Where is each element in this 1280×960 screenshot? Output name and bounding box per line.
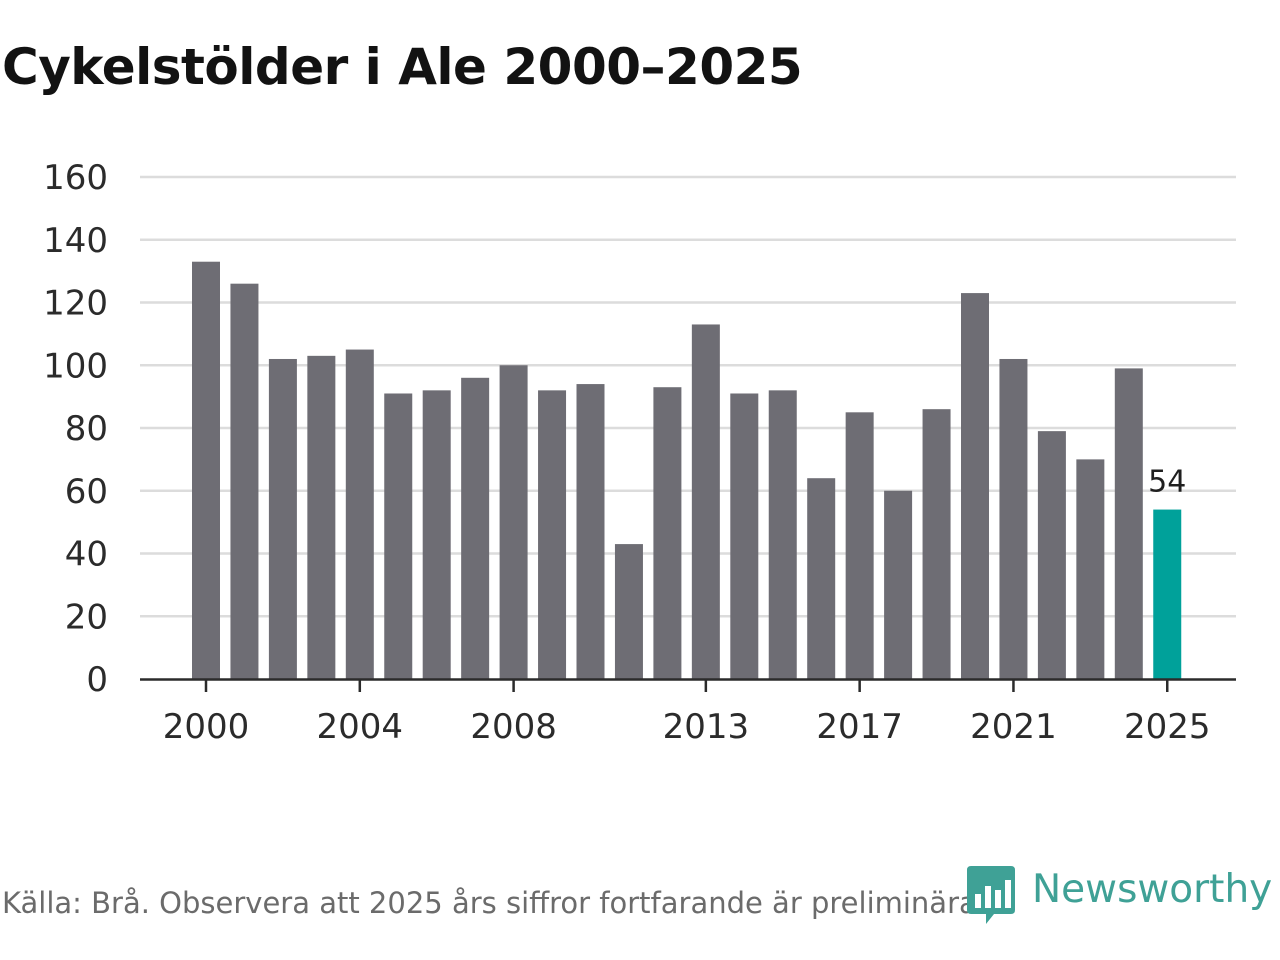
bar-2008 (499, 365, 528, 679)
bar-2023 (1076, 459, 1105, 680)
bar-2014 (730, 393, 759, 679)
bar-2018 (884, 490, 913, 679)
y-tick-label: 120 (43, 284, 108, 324)
bar-2007 (461, 377, 490, 679)
bar-2005 (384, 393, 413, 679)
y-tick-label: 60 (65, 472, 108, 512)
y-tick-label: 100 (43, 346, 108, 386)
bar-2003 (307, 355, 336, 679)
bar-2017 (845, 412, 874, 679)
bar-2002 (268, 358, 297, 679)
bar-2004 (345, 349, 374, 679)
bar-2021 (999, 358, 1028, 679)
bar-2000 (192, 261, 220, 679)
axes (140, 678, 1236, 692)
labels: 0 20 40 60 80 100 120 140 160 2000 2004 2008 2013 201… (43, 158, 1210, 747)
y-tick-label: 0 (86, 660, 108, 700)
bar-2019 (922, 409, 951, 679)
x-tick-label: 2017 (816, 707, 903, 747)
bar-2013 (691, 324, 720, 679)
data-label-2025: 54 (1148, 465, 1186, 500)
y-tick-label: 140 (43, 221, 108, 261)
bar-2020 (961, 293, 989, 679)
bar-2024 (1114, 368, 1143, 679)
x-tick-label: 2008 (470, 707, 557, 747)
bar-2001 (230, 283, 259, 679)
x-tick-label: 2021 (970, 707, 1057, 747)
gridlines (140, 175, 1236, 618)
bar-2016 (807, 478, 836, 679)
chart-title: Cykelstölder i Ale 2000–2025 (2, 38, 803, 96)
y-tick-label: 40 (65, 535, 108, 575)
bars (192, 261, 1182, 680)
bar-2006 (422, 390, 451, 679)
bar-2010 (576, 384, 605, 679)
y-tick-label: 160 (43, 158, 108, 198)
bar-2011 (614, 544, 643, 679)
newsworthy-logo-icon (967, 866, 1015, 924)
y-tick-label: 80 (65, 409, 108, 449)
x-tick-label: 2025 (1124, 707, 1211, 747)
brand-logo[interactable]: Newsworthy (966, 864, 1272, 926)
bar-2012 (653, 387, 682, 679)
bar-2022 (1037, 431, 1066, 679)
bar-2009 (538, 390, 567, 679)
source-note: Källa: Brå. Observera att 2025 års siffr… (2, 886, 986, 920)
bar-2025 (1153, 509, 1182, 679)
x-tick-label: 2004 (317, 707, 404, 747)
y-tick-label: 20 (65, 597, 108, 637)
bar-2015 (768, 390, 797, 679)
x-tick-label: 2013 (663, 707, 750, 747)
brand-name: Newsworthy (1032, 866, 1273, 912)
x-tick-label: 2000 (163, 707, 250, 747)
